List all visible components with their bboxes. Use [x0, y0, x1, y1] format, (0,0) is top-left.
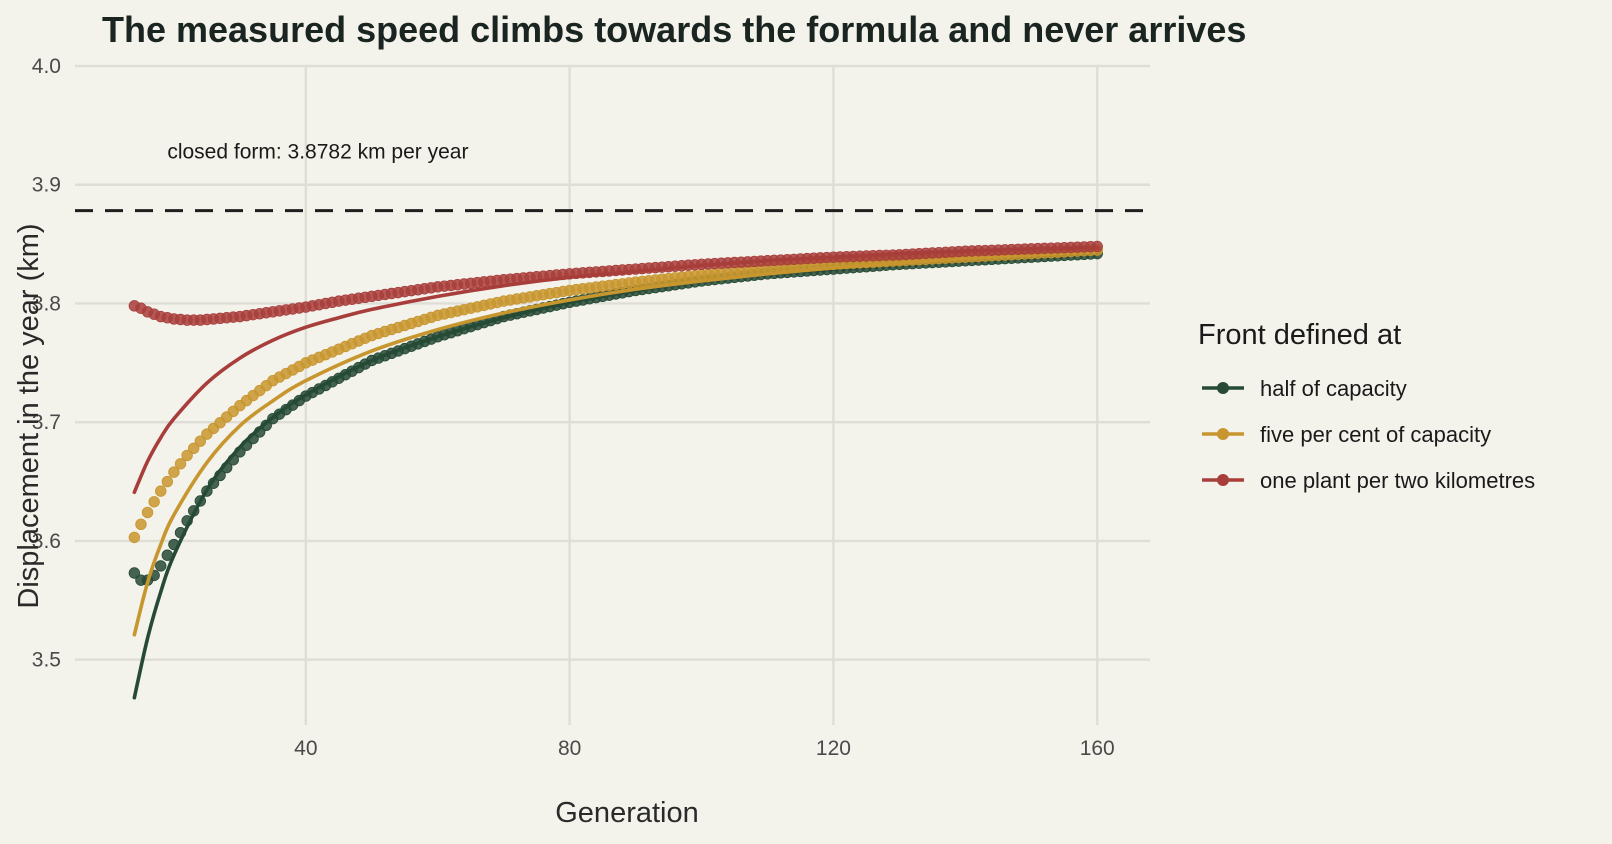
x-tick-label: 40: [294, 737, 317, 760]
reference-line-group: closed form: 3.8782 km per year: [75, 141, 1150, 213]
axes: 3.5 3.6 3.7 3.8 3.9 4.0 40 80 120 160: [32, 55, 1115, 760]
data-point: [128, 567, 141, 579]
legend-item: one plant per two kilometres: [1202, 468, 1535, 493]
data-point: [128, 531, 141, 544]
data-point: [141, 506, 154, 519]
legend-key-point: [1217, 474, 1229, 486]
legend-item: five per cent of capacity: [1202, 422, 1491, 447]
data-point: [168, 466, 180, 478]
data-point: [161, 549, 174, 561]
data-point: [174, 526, 187, 539]
data-point: [135, 518, 147, 531]
data-point: [188, 442, 200, 455]
y-tick-label: 3.7: [32, 411, 61, 434]
data-point: [181, 449, 193, 462]
x-tick-label: 160: [1080, 737, 1115, 760]
y-tick-label: 4.0: [32, 55, 61, 78]
data-point: [220, 461, 233, 474]
data-point: [201, 485, 213, 497]
legend: Front defined at half of capacity five pe…: [1198, 319, 1535, 493]
data-point: [168, 538, 180, 551]
chart-title: The measured speed climbs towards the fo…: [102, 9, 1246, 50]
data-point: [194, 495, 207, 507]
x-axis-title: Generation: [555, 797, 699, 829]
legend-key-point: [1217, 428, 1229, 440]
y-tick-label: 3.5: [32, 649, 61, 672]
data-point: [227, 454, 239, 466]
data-point: [188, 505, 200, 517]
data-point: [155, 560, 167, 572]
data-point: [148, 496, 160, 508]
legend-title: Front defined at: [1198, 319, 1401, 351]
series-group: [128, 240, 1103, 700]
legend-label: half of capacity: [1260, 376, 1407, 401]
data-point: [214, 469, 226, 482]
legend-key-point: [1217, 382, 1229, 394]
grid: [75, 64, 1150, 725]
y-tick-label: 3.9: [32, 174, 61, 197]
data-point: [207, 477, 220, 489]
series-2: [128, 244, 1103, 637]
data-point: [174, 458, 187, 470]
series-curve: [132, 251, 1100, 700]
closed-form-annotation: closed form: 3.8782 km per year: [167, 141, 468, 164]
legend-label: five per cent of capacity: [1260, 422, 1491, 447]
legend-item: half of capacity: [1202, 376, 1407, 401]
x-tick-label: 120: [816, 737, 851, 760]
y-tick-label: 3.6: [32, 530, 61, 553]
series-3: [128, 240, 1103, 495]
legend-label: one plant per two kilometres: [1260, 468, 1535, 493]
x-tick-label: 80: [558, 737, 581, 760]
y-axis-title: Displacement in the year (km): [13, 223, 45, 608]
data-point: [194, 435, 207, 447]
data-point: [1091, 240, 1103, 253]
data-point: [155, 485, 167, 497]
data-point: [181, 515, 193, 527]
data-point: [161, 475, 174, 488]
y-tick-label: 3.8: [32, 292, 61, 315]
